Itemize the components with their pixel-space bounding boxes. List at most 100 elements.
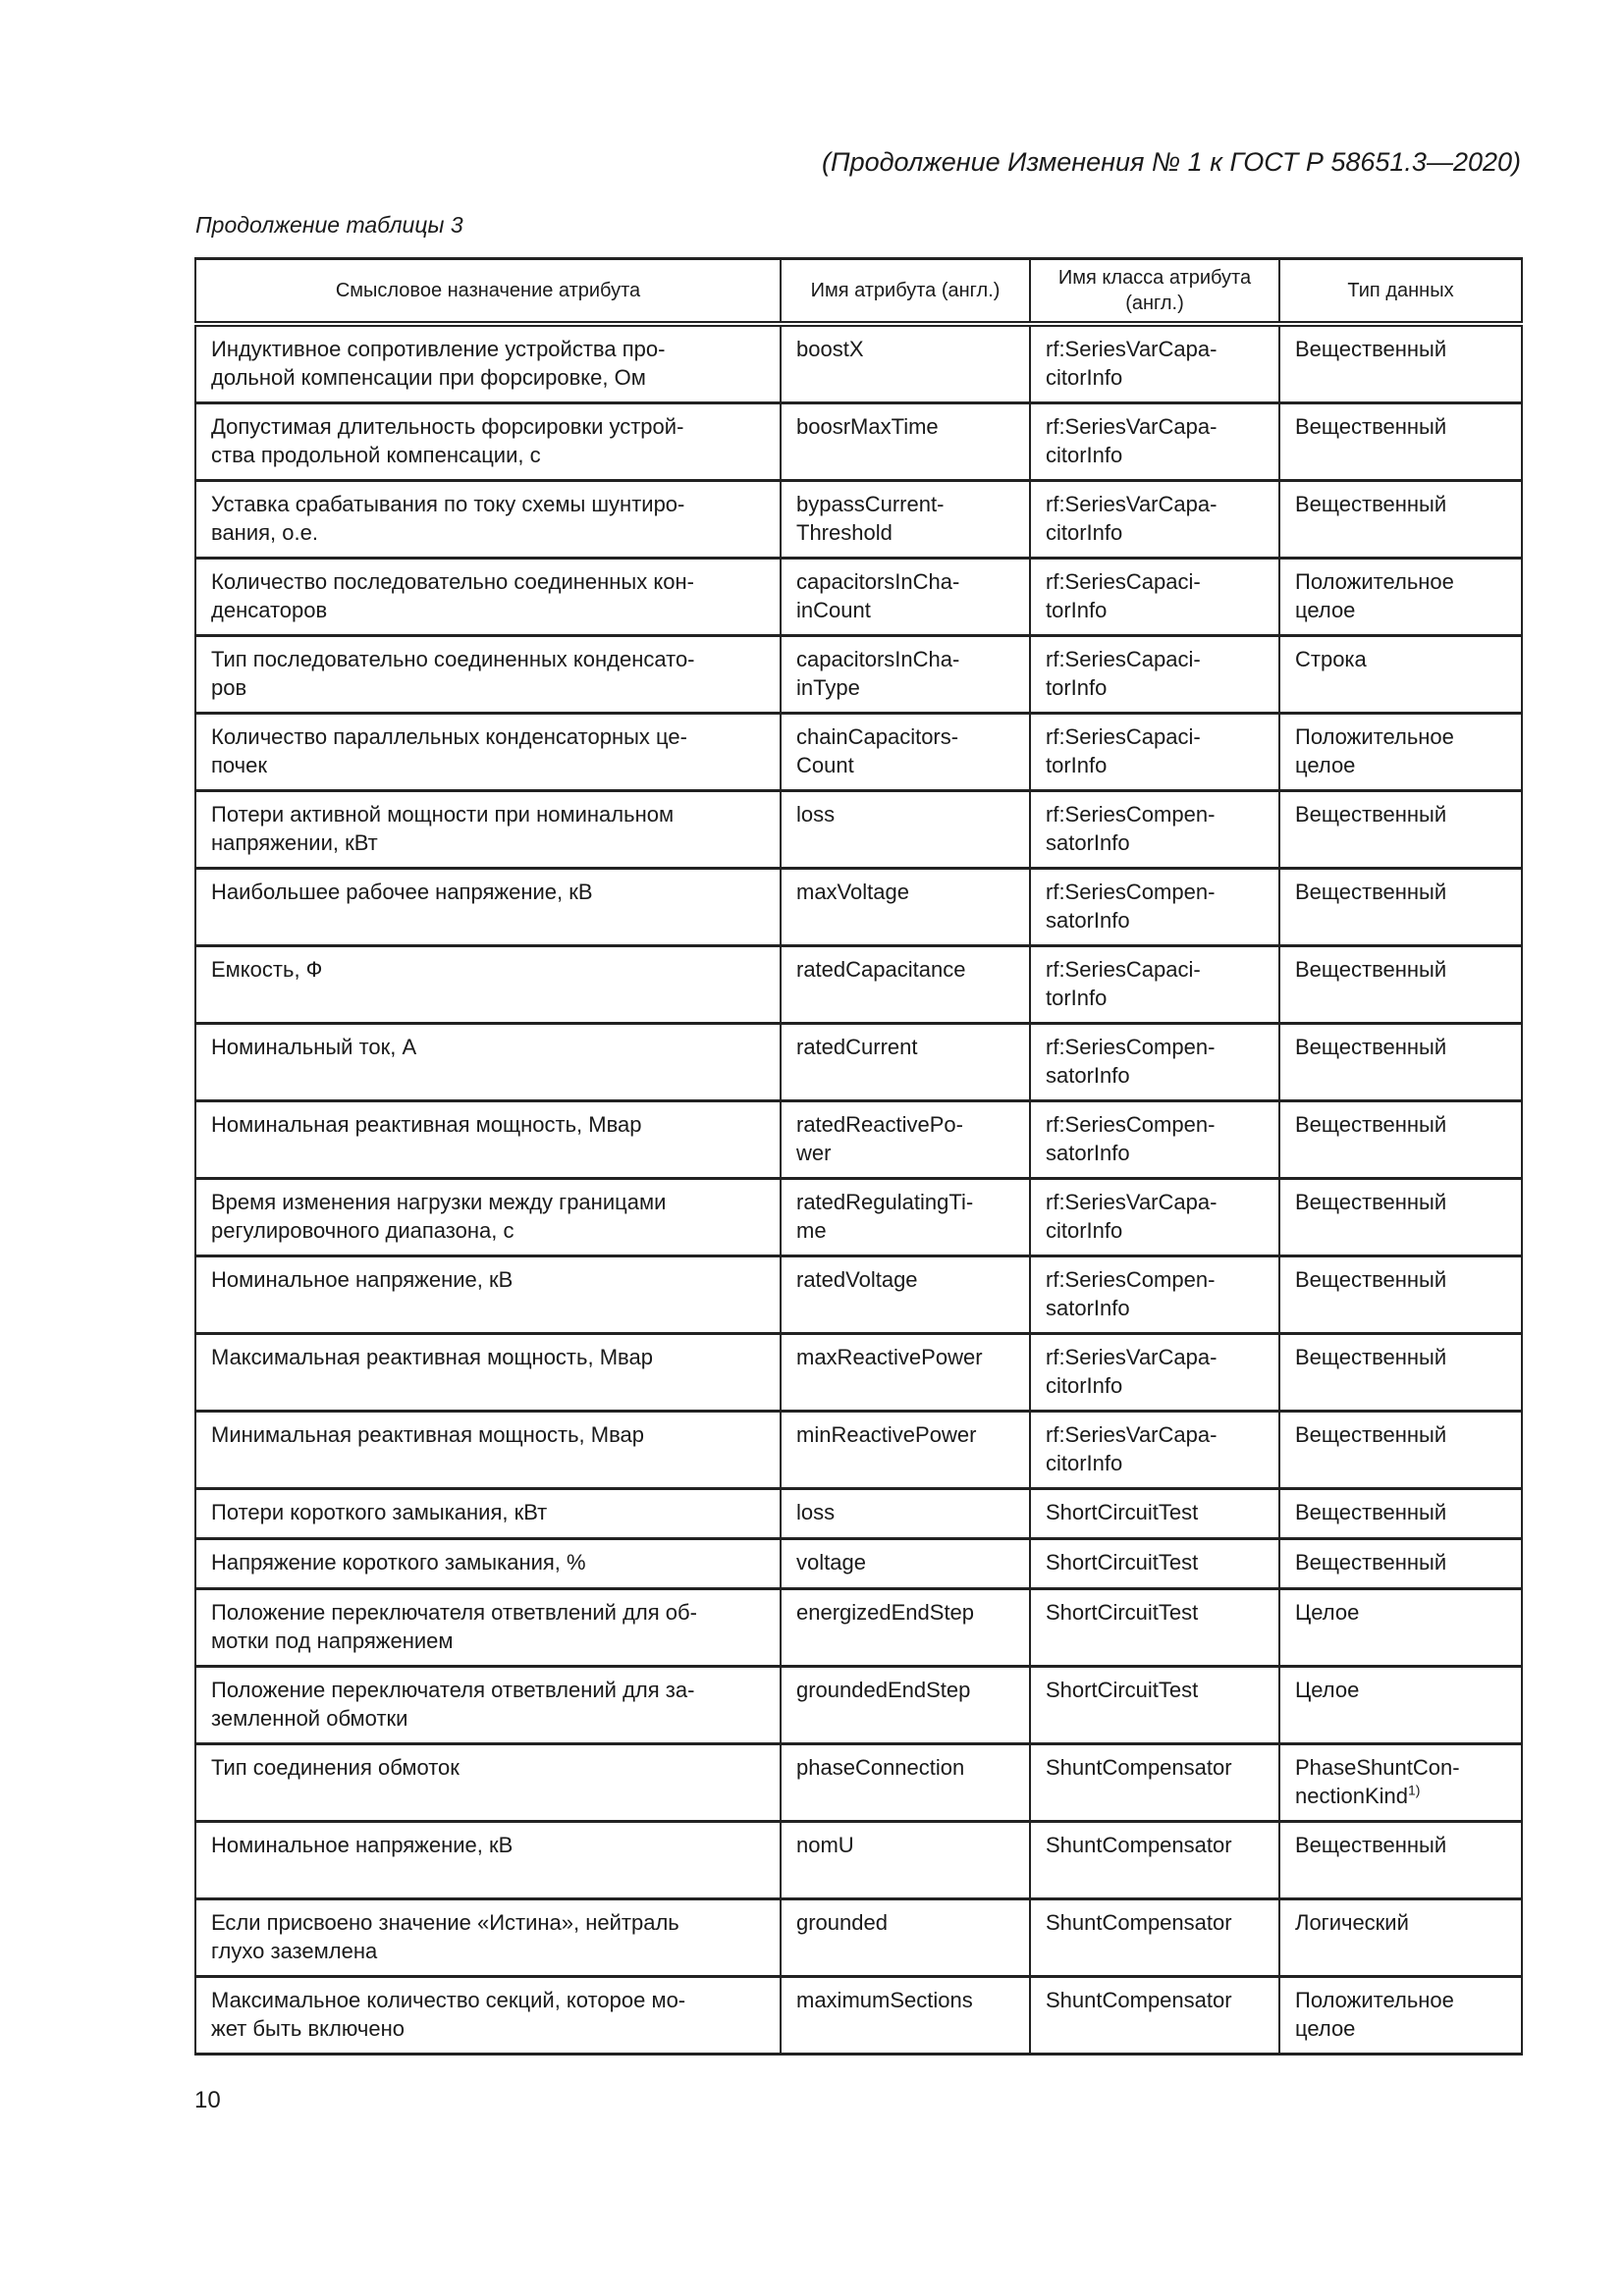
cell-attribute-name: loss xyxy=(780,790,1031,870)
cell-meaning-text: Если присвоено значение «Истина», нейтра… xyxy=(211,1910,679,1963)
cell-data-type-text: Вещественный xyxy=(1295,337,1447,361)
cell-attribute-name: ratedCurrent xyxy=(780,1023,1031,1102)
cell-data-type: Вещественный xyxy=(1278,1100,1523,1180)
cell-data-type: Вещественный xyxy=(1278,1178,1523,1257)
cell-attribute-name-text: minReactivePower xyxy=(796,1422,977,1447)
cell-meaning: Максимальная реактивная мощность, Мвар xyxy=(194,1333,782,1413)
cell-class-name-text: rf:SeriesCapaci- torInfo xyxy=(1046,569,1201,622)
header-attribute-name: Имя атрибута (англ.) xyxy=(780,257,1031,327)
cell-meaning: Напряжение короткого замыкания, % xyxy=(194,1538,782,1590)
table-row: Тип последовательно соединенных конденса… xyxy=(194,635,1523,715)
table-header-row: Смысловое назначение атрибута Имя атрибу… xyxy=(194,257,1523,327)
cell-meaning: Наибольшее рабочее напряжение, кВ xyxy=(194,868,782,947)
cell-class-name: rf:SeriesCapaci- torInfo xyxy=(1029,558,1280,637)
cell-attribute-name-text: capacitorsInCha- inType xyxy=(796,647,960,700)
cell-attribute-name: boosrMaxTime xyxy=(780,402,1031,482)
cell-class-name: ShortCircuitTest xyxy=(1029,1488,1280,1540)
table-row: Уставка срабатывания по току схемы шунти… xyxy=(194,480,1523,560)
cell-data-type-text: Вещественный xyxy=(1295,1112,1447,1137)
cell-data-type-text: Вещественный xyxy=(1295,1190,1447,1214)
cell-data-type: Вещественный xyxy=(1278,945,1523,1025)
table-row: Номинальная реактивная мощность, Мвар rat… xyxy=(194,1100,1523,1180)
cell-class-name-text: rf:SeriesVarCapa- citorInfo xyxy=(1046,337,1218,390)
cell-class-name-text: rf:SeriesCompen- satorInfo xyxy=(1046,1112,1216,1165)
cell-data-type-text: Вещественный xyxy=(1295,957,1447,982)
cell-attribute-name-text: ratedCurrent xyxy=(796,1035,918,1059)
cell-class-name-text: rf:SeriesCapaci- torInfo xyxy=(1046,647,1201,700)
cell-class-name-text: ShortCircuitTest xyxy=(1046,1500,1199,1524)
cell-meaning: Потери активной мощности при номинальном… xyxy=(194,790,782,870)
table-row: Потери активной мощности при номинальном… xyxy=(194,790,1523,870)
cell-class-name: rf:SeriesVarCapa- citorInfo xyxy=(1029,402,1280,482)
cell-class-name-text: ShortCircuitTest xyxy=(1046,1678,1199,1702)
cell-attribute-name-text: ratedVoltage xyxy=(796,1267,918,1292)
cell-data-type-text: Вещественный xyxy=(1295,1267,1447,1292)
cell-data-type: Положительное целое xyxy=(1278,1976,1523,2056)
cell-attribute-name-text: ratedRegulatingTi- me xyxy=(796,1190,974,1243)
cell-attribute-name-text: loss xyxy=(796,802,836,827)
cell-data-type: Вещественный xyxy=(1278,790,1523,870)
cell-data-type-text: Вещественный xyxy=(1295,492,1447,516)
cell-meaning-text: Номинальный ток, А xyxy=(211,1035,417,1059)
cell-data-type: Вещественный xyxy=(1278,868,1523,947)
cell-attribute-name: maxVoltage xyxy=(780,868,1031,947)
cell-attribute-name: ratedReactivePo- wer xyxy=(780,1100,1031,1180)
cell-class-name-text: ShuntCompensator xyxy=(1046,1988,1232,2012)
cell-attribute-name: ratedVoltage xyxy=(780,1255,1031,1335)
cell-meaning: Тип соединения обмоток xyxy=(194,1743,782,1823)
cell-class-name: ShortCircuitTest xyxy=(1029,1538,1280,1590)
cell-class-name-text: ShortCircuitTest xyxy=(1046,1600,1199,1625)
cell-meaning: Количество параллельных конденсаторных ц… xyxy=(194,713,782,792)
cell-class-name-text: rf:SeriesVarCapa- citorInfo xyxy=(1046,1422,1218,1475)
cell-meaning: Положение переключателя ответвлений для … xyxy=(194,1666,782,1745)
cell-meaning: Номинальное напряжение, кВ xyxy=(194,1255,782,1335)
cell-class-name-text: rf:SeriesCapaci- torInfo xyxy=(1046,957,1201,1010)
cell-class-name-text: rf:SeriesCompen- satorInfo xyxy=(1046,802,1216,855)
cell-attribute-name: nomU xyxy=(780,1821,1031,1900)
table-row: Минимальная реактивная мощность, Мвар min… xyxy=(194,1411,1523,1490)
cell-data-type-text: Вещественный xyxy=(1295,1500,1447,1524)
cell-class-name-text: rf:SeriesCompen- satorInfo xyxy=(1046,1267,1216,1320)
cell-meaning-text: Минимальная реактивная мощность, Мвар xyxy=(211,1422,645,1447)
cell-meaning: Время изменения нагрузки между границами… xyxy=(194,1178,782,1257)
table-row: Положение переключателя ответвлений для … xyxy=(194,1588,1523,1668)
cell-meaning-text: Емкость, Ф xyxy=(211,957,323,982)
cell-data-type-text: Положительное целое xyxy=(1295,569,1454,622)
cell-class-name: rf:SeriesCompen- satorInfo xyxy=(1029,1100,1280,1180)
cell-data-type-text: Положительное целое xyxy=(1295,724,1454,777)
table-row: Максимальное количество секций, которое … xyxy=(194,1976,1523,2056)
cell-data-type: PhaseShuntCon- nectionKind1) xyxy=(1278,1743,1523,1823)
cell-class-name-text: rf:SeriesCapaci- torInfo xyxy=(1046,724,1201,777)
cell-meaning: Потери короткого замыкания, кВт xyxy=(194,1488,782,1540)
cell-data-type: Целое xyxy=(1278,1666,1523,1745)
cell-meaning-text: Напряжение короткого замыкания, % xyxy=(211,1550,586,1575)
cell-meaning: Номинальный ток, А xyxy=(194,1023,782,1102)
cell-meaning: Минимальная реактивная мощность, Мвар xyxy=(194,1411,782,1490)
cell-class-name: rf:SeriesCompen- satorInfo xyxy=(1029,790,1280,870)
cell-class-name-text: ShortCircuitTest xyxy=(1046,1550,1199,1575)
cell-class-name: rf:SeriesCapaci- torInfo xyxy=(1029,635,1280,715)
cell-attribute-name-text: groundedEndStep xyxy=(796,1678,971,1702)
header-class-name: Имя класса атрибута (англ.) xyxy=(1029,257,1280,327)
cell-meaning-text: Максимальное количество секций, которое … xyxy=(211,1988,686,2041)
cell-data-type-text: Целое xyxy=(1295,1678,1360,1702)
cell-attribute-name: energizedEndStep xyxy=(780,1588,1031,1668)
cell-meaning: Если присвоено значение «Истина», нейтра… xyxy=(194,1898,782,1978)
cell-attribute-name-text: ratedReactivePo- wer xyxy=(796,1112,963,1165)
cell-meaning-text: Наибольшее рабочее напряжение, кВ xyxy=(211,880,593,904)
cell-data-type-text: PhaseShuntCon- nectionKind xyxy=(1295,1755,1460,1808)
cell-data-type-text: Вещественный xyxy=(1295,880,1447,904)
cell-data-type: Положительное целое xyxy=(1278,558,1523,637)
cell-meaning-text: Номинальная реактивная мощность, Мвар xyxy=(211,1112,642,1137)
table-row: Номинальный ток, А ratedCurrent rf:SeriesC… xyxy=(194,1023,1523,1102)
cell-data-type: Вещественный xyxy=(1278,1023,1523,1102)
page-number: 10 xyxy=(194,2087,221,2113)
table-row: Максимальная реактивная мощность, Мвар ma… xyxy=(194,1333,1523,1413)
cell-class-name: rf:SeriesCapaci- torInfo xyxy=(1029,713,1280,792)
table-row: Номинальное напряжение, кВ ratedVoltage rf… xyxy=(194,1255,1523,1335)
table-row: Количество параллельных конденсаторных ц… xyxy=(194,713,1523,792)
cell-meaning: Номинальная реактивная мощность, Мвар xyxy=(194,1100,782,1180)
cell-data-type-text: Строка xyxy=(1295,647,1367,671)
cell-data-type: Вещественный xyxy=(1278,324,1523,404)
cell-data-type-text: Вещественный xyxy=(1295,1833,1447,1857)
